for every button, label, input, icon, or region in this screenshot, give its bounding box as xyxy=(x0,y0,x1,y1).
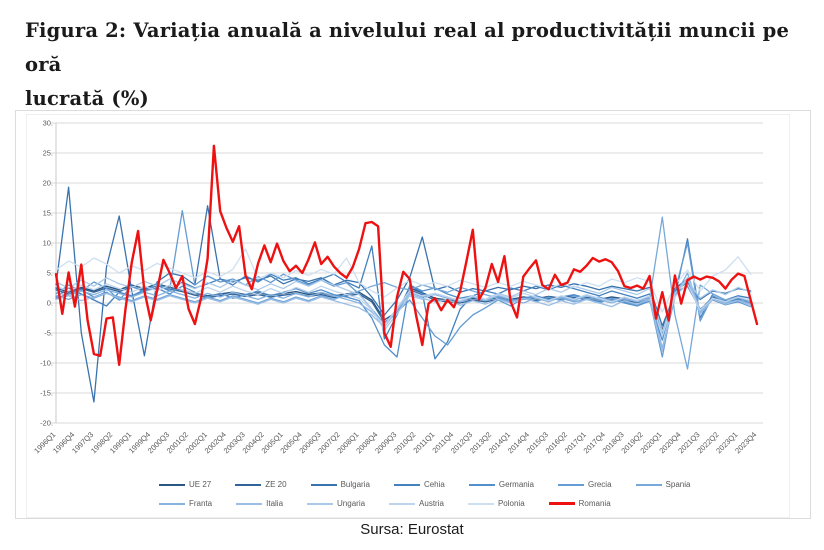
legend-item-franta: Franta xyxy=(159,499,212,508)
y-axis-tick-label: 30. xyxy=(43,119,53,128)
figure-title: Figura 2: Variația anuală a nivelului re… xyxy=(25,14,805,116)
series-line-polonia xyxy=(55,248,752,313)
legend-swatch-cehia xyxy=(393,483,420,486)
legend-item-bulgaria: Bulgaria xyxy=(310,480,370,489)
legend-swatch-romania xyxy=(548,502,575,505)
chart-figure-box: 30. 25. 20. 15. 10. 5. 0. -5. -10. -15. -20. 1996Q1… xyxy=(15,110,811,519)
figure-title-line2: lucrată (%) xyxy=(25,87,149,110)
legend-swatch-germania xyxy=(468,483,495,486)
y-axis-tick-label: -20. xyxy=(40,419,53,428)
legend-label-grecia: Grecia xyxy=(587,480,612,489)
legend-label-cehia: Cehia xyxy=(423,480,445,489)
chart-area: 30. 25. 20. 15. 10. 5. 0. -5. -10. -15. -20. 1996Q1… xyxy=(26,114,790,518)
legend-swatch-spania xyxy=(635,483,662,486)
legend-label-bulgaria: Bulgaria xyxy=(340,480,370,489)
legend-item-germania: Germania xyxy=(468,480,534,489)
series-line-spania xyxy=(55,216,752,370)
legend-label-austria: Austria xyxy=(419,499,444,508)
legend-swatch-franta xyxy=(159,502,185,505)
y-axis-tick-label: 0. xyxy=(47,299,53,308)
series-line-franta xyxy=(55,272,752,349)
legend-swatch-ze20 xyxy=(235,483,262,486)
legend-label-germania: Germania xyxy=(498,480,534,489)
y-axis-tick-label: -5. xyxy=(44,329,53,338)
y-axis-tick-label: 10. xyxy=(43,239,53,248)
x-axis-tick-label: 2023Q4 xyxy=(733,430,758,455)
legend-swatch-polonia xyxy=(467,502,494,505)
legend-label-ue27: UE 27 xyxy=(189,480,212,489)
y-axis-tick-label: 25. xyxy=(43,149,53,158)
y-axis-tick-label: 5. xyxy=(47,269,53,278)
legend-item-grecia: Grecia xyxy=(557,480,612,489)
legend-item-ue27: UE 27 xyxy=(159,480,211,489)
series-line-italia xyxy=(55,277,752,352)
legend-label-ungaria: Ungaria xyxy=(337,499,366,508)
legend-item-cehia: Cehia xyxy=(393,480,445,489)
legend-item-romania: Romania xyxy=(548,499,611,508)
series-line-romania xyxy=(54,144,759,367)
figure-title-line1: Figura 2: Variația anuală a nivelului re… xyxy=(25,19,790,76)
legend-swatch-ue27 xyxy=(159,483,185,486)
legend-item-ungaria: Ungaria xyxy=(307,499,365,508)
legend-label-italia: Italia xyxy=(266,499,284,508)
legend-label-romania: Romania xyxy=(578,499,611,508)
source-caption: Sursa: Eurostat xyxy=(360,521,464,538)
legend-label-polonia: Polonia xyxy=(497,499,525,508)
legend-swatch-italia xyxy=(236,502,263,505)
legend-swatch-austria xyxy=(389,502,416,505)
series-line-austria xyxy=(55,283,752,337)
y-axis-tick-label: 20. xyxy=(43,179,53,188)
legend-item-austria: Austria xyxy=(389,499,444,508)
y-axis-tick-label: -15. xyxy=(40,389,53,398)
legend-label-spania: Spania xyxy=(665,480,691,489)
legend-swatch-grecia xyxy=(557,483,584,486)
legend-item-italia: Italia xyxy=(236,499,283,508)
legend-swatch-ungaria xyxy=(307,502,334,505)
legend-item-polonia: Polonia xyxy=(467,499,525,508)
legend-item-spania: Spania xyxy=(635,480,691,489)
line-chart: 30.25.20.15.10.5.0.-5.-10.-15.-20.1996Q1… xyxy=(32,119,763,455)
series-line-germania xyxy=(55,284,752,358)
legend-swatch-bulgaria xyxy=(310,483,337,486)
legend-label-franta: Franta xyxy=(189,499,213,508)
legend-row-1: UE 27 ZE 20 Bulgaria Cehia Germania Grecia Spa… xyxy=(27,475,789,494)
legend-label-ze20: ZE 20 xyxy=(265,480,287,489)
chart-legend: UE 27 ZE 20 Bulgaria Cehia Germania Grecia Spa… xyxy=(27,475,789,513)
legend-row-2: Franta Italia Ungaria Austria Polonia Romania xyxy=(27,494,789,513)
y-axis-tick-label: -10. xyxy=(40,359,53,368)
y-axis-tick-label: 15. xyxy=(43,209,53,218)
legend-item-ze20: ZE 20 xyxy=(235,480,287,489)
